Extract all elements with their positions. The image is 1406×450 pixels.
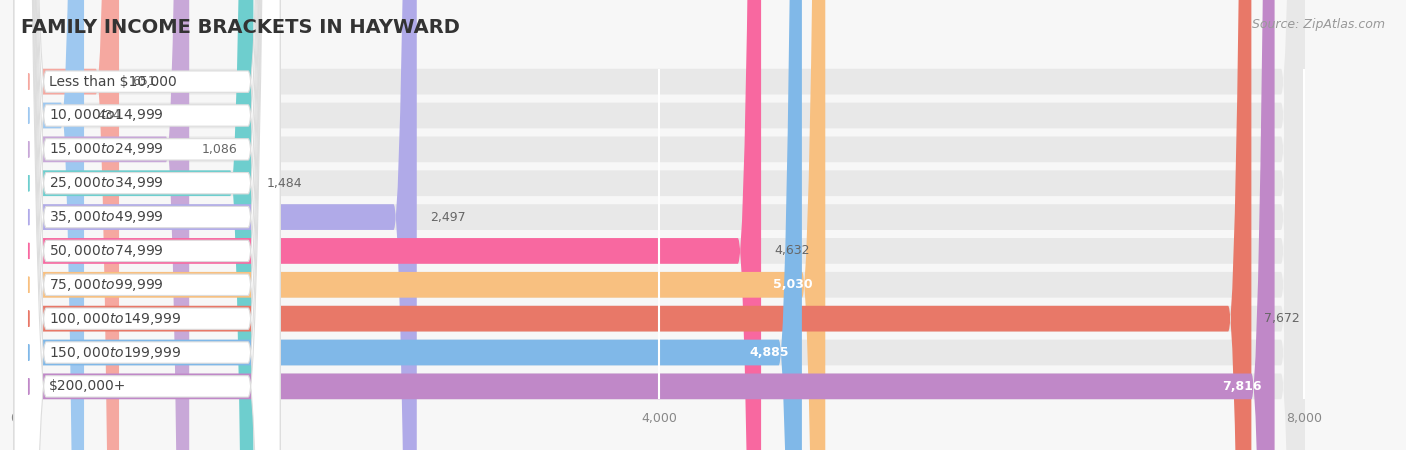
FancyBboxPatch shape [14, 0, 1305, 450]
Text: 2,497: 2,497 [430, 211, 465, 224]
FancyBboxPatch shape [14, 0, 280, 450]
FancyBboxPatch shape [14, 0, 84, 450]
FancyBboxPatch shape [14, 0, 1305, 450]
FancyBboxPatch shape [14, 0, 280, 450]
Text: 1,484: 1,484 [266, 177, 302, 190]
FancyBboxPatch shape [14, 0, 1305, 450]
Text: $150,000 to $199,999: $150,000 to $199,999 [49, 345, 181, 360]
FancyBboxPatch shape [14, 0, 1305, 450]
FancyBboxPatch shape [14, 0, 280, 450]
FancyBboxPatch shape [14, 0, 1251, 450]
FancyBboxPatch shape [14, 0, 1305, 450]
FancyBboxPatch shape [14, 0, 1305, 450]
FancyBboxPatch shape [14, 0, 1305, 450]
Text: $200,000+: $200,000+ [49, 379, 127, 393]
Text: $15,000 to $24,999: $15,000 to $24,999 [49, 141, 163, 158]
FancyBboxPatch shape [14, 0, 280, 450]
Text: FAMILY INCOME BRACKETS IN HAYWARD: FAMILY INCOME BRACKETS IN HAYWARD [21, 18, 460, 37]
Text: 651: 651 [132, 75, 156, 88]
FancyBboxPatch shape [14, 0, 1305, 450]
Text: 434: 434 [97, 109, 121, 122]
Text: Source: ZipAtlas.com: Source: ZipAtlas.com [1251, 18, 1385, 31]
FancyBboxPatch shape [14, 0, 761, 450]
Text: $50,000 to $74,999: $50,000 to $74,999 [49, 243, 163, 259]
Text: 4,885: 4,885 [749, 346, 789, 359]
FancyBboxPatch shape [14, 0, 280, 450]
FancyBboxPatch shape [14, 0, 280, 450]
Text: $100,000 to $149,999: $100,000 to $149,999 [49, 310, 181, 327]
Text: $35,000 to $49,999: $35,000 to $49,999 [49, 209, 163, 225]
FancyBboxPatch shape [14, 0, 1275, 450]
FancyBboxPatch shape [14, 0, 120, 450]
FancyBboxPatch shape [14, 0, 280, 450]
Text: 7,672: 7,672 [1264, 312, 1301, 325]
FancyBboxPatch shape [14, 0, 416, 450]
FancyBboxPatch shape [14, 0, 1305, 450]
FancyBboxPatch shape [14, 0, 801, 450]
Text: 4,632: 4,632 [773, 244, 810, 257]
Text: 7,816: 7,816 [1222, 380, 1261, 393]
FancyBboxPatch shape [14, 0, 280, 450]
Text: Less than $10,000: Less than $10,000 [49, 75, 176, 89]
Text: $25,000 to $34,999: $25,000 to $34,999 [49, 175, 163, 191]
Text: 1,086: 1,086 [202, 143, 238, 156]
FancyBboxPatch shape [14, 0, 1305, 450]
Text: 5,030: 5,030 [773, 278, 813, 291]
FancyBboxPatch shape [14, 0, 825, 450]
FancyBboxPatch shape [14, 0, 280, 450]
Text: $10,000 to $14,999: $10,000 to $14,999 [49, 108, 163, 123]
FancyBboxPatch shape [14, 0, 190, 450]
FancyBboxPatch shape [14, 0, 280, 450]
FancyBboxPatch shape [14, 0, 253, 450]
Text: $75,000 to $99,999: $75,000 to $99,999 [49, 277, 163, 293]
